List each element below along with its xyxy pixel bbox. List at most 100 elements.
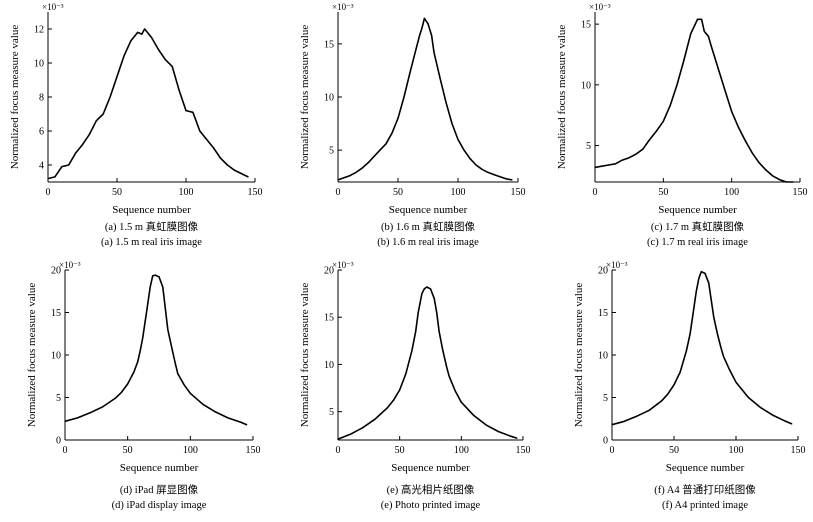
data-point: [349, 433, 351, 435]
data-point: [454, 390, 456, 392]
data-point: [81, 144, 84, 146]
data-point: [233, 169, 235, 171]
data-point: [149, 286, 151, 288]
data-point: [385, 143, 387, 145]
data-point: [648, 409, 650, 411]
data-point: [510, 435, 512, 437]
data-point: [199, 130, 201, 132]
caption-zh: (f) A4 普通打印纸图像: [654, 483, 756, 496]
data-point: [431, 34, 433, 37]
y-tick-label: 20: [598, 266, 608, 277]
data-point: [655, 130, 658, 132]
data-point: [701, 18, 703, 20]
data-point: [473, 414, 475, 416]
y-axis-title: Normalized focus measure value: [26, 283, 38, 428]
x-tick-label: 100: [179, 187, 194, 198]
chart-panel-0: 0 50 100 150 4 6 8 10 12 ×10⁻³ Sequence number Norm…: [9, 2, 263, 248]
data-point: [399, 389, 401, 391]
x-tick-label: 150: [791, 445, 806, 456]
data-point: [772, 175, 774, 177]
data-point: [469, 158, 471, 160]
x-tick-label: 100: [183, 445, 198, 456]
x-tick-label: 150: [793, 187, 808, 198]
data-point: [751, 152, 753, 154]
y-multiplier-label: ×10⁻³: [59, 260, 81, 270]
y-tick-label: 5: [329, 146, 334, 157]
data-point: [246, 424, 248, 426]
data-point: [690, 33, 692, 35]
data-point: [689, 333, 691, 335]
data-point: [731, 111, 733, 113]
caption-zh: (d) iPad 屏显图像: [120, 484, 199, 496]
data-point: [487, 171, 489, 173]
data-point: [636, 415, 638, 417]
data-point: [421, 293, 423, 295]
x-tick-label: 150: [246, 445, 261, 456]
data-point: [343, 177, 345, 179]
data-point: [417, 311, 419, 314]
data-point: [405, 373, 407, 375]
data-point: [144, 28, 146, 30]
data-point: [139, 350, 141, 352]
data-point: [137, 361, 139, 363]
data-point: [114, 397, 116, 399]
data-point: [75, 152, 77, 154]
data-point: [683, 60, 685, 62]
x-axis-title: Sequence number: [120, 462, 199, 474]
caption-en: (d) iPad display image: [112, 500, 207, 511]
data-point: [720, 347, 722, 349]
data-point: [765, 169, 767, 171]
data-point: [146, 31, 148, 33]
data-point: [167, 328, 169, 331]
y-tick-label: 20: [51, 266, 61, 277]
data-point: [426, 286, 428, 288]
y-tick-label: 15: [51, 308, 61, 319]
data-point: [397, 117, 399, 119]
y-tick-label: 0: [56, 436, 61, 447]
data-point: [239, 421, 242, 423]
data-point: [460, 401, 462, 403]
data-point: [392, 399, 395, 401]
series-line-0: [594, 18, 794, 183]
x-tick-label: 50: [123, 445, 133, 456]
data-point: [497, 430, 499, 433]
data-point: [157, 48, 159, 51]
data-point: [421, 27, 423, 29]
y-multiplier-label: ×10⁻³: [332, 260, 354, 270]
data-point: [141, 33, 143, 35]
data-point: [481, 168, 483, 170]
data-point: [700, 271, 702, 273]
x-tick-label: 50: [669, 445, 679, 456]
chart-panel-5: 0 50 100 150 0 5 10 15 20×10⁻³ Sequence number Nor…: [573, 260, 806, 511]
y-tick-label: 6: [39, 127, 44, 138]
data-point: [123, 55, 125, 57]
x-axis-title: Sequence number: [112, 204, 191, 216]
y-multiplier-label: ×10⁻³: [42, 2, 64, 12]
data-point: [95, 120, 97, 122]
y-tick-label: 8: [39, 93, 44, 104]
data-point: [475, 164, 477, 166]
data-point: [133, 371, 135, 373]
data-point: [386, 407, 388, 409]
x-axis-title: Sequence number: [658, 204, 737, 216]
y-tick-label: 5: [586, 141, 591, 152]
data-point: [213, 147, 215, 149]
data-point: [623, 420, 626, 422]
data-point: [419, 34, 421, 37]
data-point: [744, 140, 746, 142]
data-point: [411, 349, 413, 351]
data-point: [772, 414, 774, 416]
data-point: [499, 176, 501, 178]
data-point: [628, 157, 630, 159]
data-point: [120, 391, 122, 393]
caption-zh: (b) 1.6 m 真虹膜图像: [381, 220, 475, 233]
data-point: [724, 89, 726, 91]
data-point: [226, 164, 228, 166]
caption-en: (f) A4 printed image: [662, 500, 748, 511]
x-tick-label: 0: [336, 187, 341, 198]
y-tick-label: 10: [581, 80, 591, 91]
data-point: [202, 403, 204, 405]
series-line-0: [337, 286, 518, 440]
y-multiplier-label: ×10⁻³: [606, 260, 628, 270]
x-tick-label: 100: [729, 445, 744, 456]
